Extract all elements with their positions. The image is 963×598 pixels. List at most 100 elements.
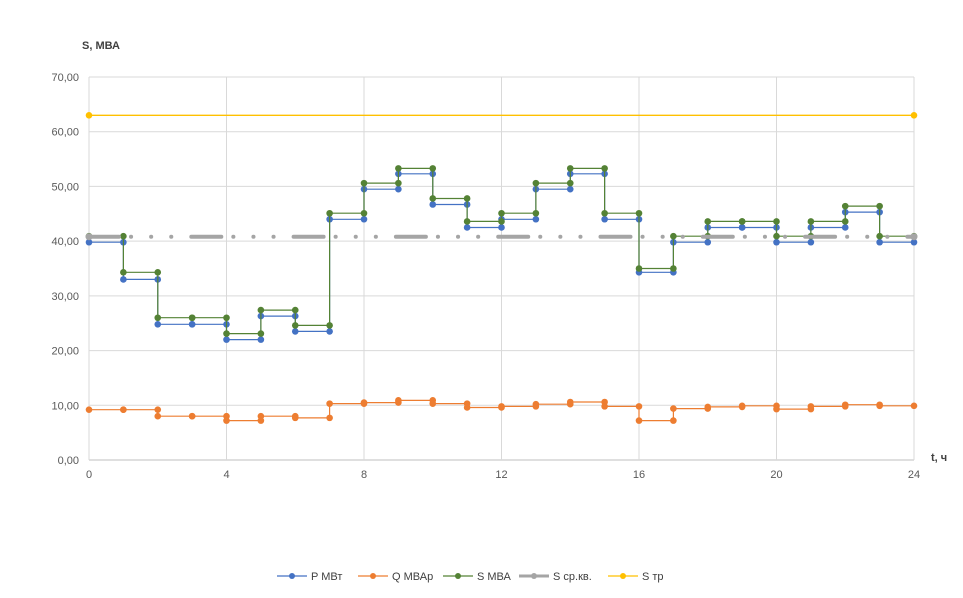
data-point — [326, 328, 333, 335]
data-point — [257, 336, 265, 343]
data-point — [429, 201, 437, 208]
data-point — [670, 405, 677, 412]
data-point — [429, 400, 437, 407]
legend-label: Q МВАр — [392, 571, 433, 583]
data-point — [910, 112, 918, 119]
data-point — [738, 218, 746, 225]
data-point — [807, 218, 815, 225]
data-point — [601, 165, 608, 172]
legend-swatch-marker — [455, 573, 461, 579]
data-point — [498, 224, 505, 231]
data-point — [498, 403, 505, 410]
data-point — [532, 215, 540, 223]
data-point — [291, 328, 299, 335]
data-point — [635, 403, 643, 410]
x-tick-labels: 0 4 8 12 16 20 24 — [86, 469, 920, 481]
x-tick-label: 16 — [633, 469, 645, 481]
data-point — [807, 403, 815, 410]
data-point — [120, 276, 127, 283]
data-point — [841, 401, 849, 409]
data-point — [154, 314, 162, 322]
data-point — [463, 224, 471, 231]
data-point — [773, 405, 780, 413]
data-point — [85, 406, 93, 413]
data-point — [326, 209, 333, 217]
data-point — [704, 403, 712, 411]
data-point — [532, 209, 540, 217]
data-point — [876, 402, 883, 410]
data-point — [773, 238, 780, 246]
data-point — [223, 336, 230, 343]
data-point — [326, 400, 333, 407]
data-point — [738, 402, 746, 410]
data-point — [841, 218, 849, 225]
legend-label: S тр — [642, 571, 664, 583]
data-point — [463, 404, 471, 411]
y-tick-label: 0,00 — [58, 455, 79, 467]
series-layer — [85, 112, 918, 424]
data-point — [223, 330, 230, 337]
legend-label: P МВт — [311, 571, 342, 583]
y-tick-label: 40,00 — [51, 236, 79, 248]
data-point — [566, 179, 574, 187]
series-S тр — [85, 112, 918, 119]
data-point — [257, 306, 265, 314]
data-point — [291, 414, 299, 422]
data-point — [188, 314, 196, 322]
data-point — [291, 306, 299, 314]
legend-item: S тр — [608, 571, 664, 583]
data-point — [670, 265, 677, 272]
data-point — [154, 269, 162, 276]
x-tick-label: 20 — [770, 469, 782, 481]
x-tick-label: 8 — [361, 469, 367, 481]
y-tick-labels: 0,00 10,00 20,00 30,00 40,00 50,00 60,00 70,00 — [51, 72, 79, 467]
data-point — [429, 195, 437, 202]
x-axis-title: t, ч — [931, 452, 947, 464]
legend-swatch-marker — [620, 573, 626, 579]
data-point — [704, 238, 712, 246]
data-point — [395, 165, 402, 172]
data-point — [223, 417, 230, 424]
y-tick-label: 70,00 — [51, 72, 79, 84]
data-point — [188, 412, 196, 420]
legend-label: S МВА — [477, 571, 512, 583]
data-point — [257, 412, 265, 420]
legend-item: S МВА — [443, 571, 512, 583]
data-point — [498, 209, 505, 217]
y-tick-label: 20,00 — [51, 346, 79, 358]
data-point — [910, 233, 918, 241]
data-point — [360, 179, 368, 187]
data-point — [85, 112, 93, 119]
x-tick-label: 4 — [223, 469, 229, 481]
x-tick-label: 24 — [908, 469, 920, 481]
data-point — [738, 224, 746, 231]
data-point — [773, 232, 780, 240]
x-tick-label: 0 — [86, 469, 92, 481]
data-point — [532, 400, 540, 408]
data-point — [670, 417, 677, 424]
legend-swatch-marker — [289, 573, 295, 579]
data-point — [601, 403, 608, 410]
data-point — [876, 202, 883, 210]
data-point — [635, 417, 643, 424]
data-point — [154, 406, 162, 413]
legend-item: P МВт — [277, 571, 342, 583]
data-point — [566, 185, 574, 193]
data-point — [635, 265, 643, 272]
data-point — [532, 179, 540, 187]
data-point — [120, 269, 127, 276]
data-point — [326, 322, 333, 329]
data-point — [910, 402, 918, 410]
legend: P МВт Q МВАр S МВА S ср.кв. S тр — [277, 571, 664, 583]
data-point — [841, 224, 849, 231]
y-tick-label: 10,00 — [51, 400, 79, 412]
legend-swatch-marker — [531, 573, 537, 579]
data-point — [876, 232, 883, 240]
data-point — [85, 238, 93, 246]
data-point — [670, 232, 677, 240]
data-point — [360, 399, 368, 406]
data-point — [120, 406, 127, 413]
data-point — [807, 238, 815, 246]
data-point — [291, 322, 299, 329]
data-point — [601, 209, 608, 217]
